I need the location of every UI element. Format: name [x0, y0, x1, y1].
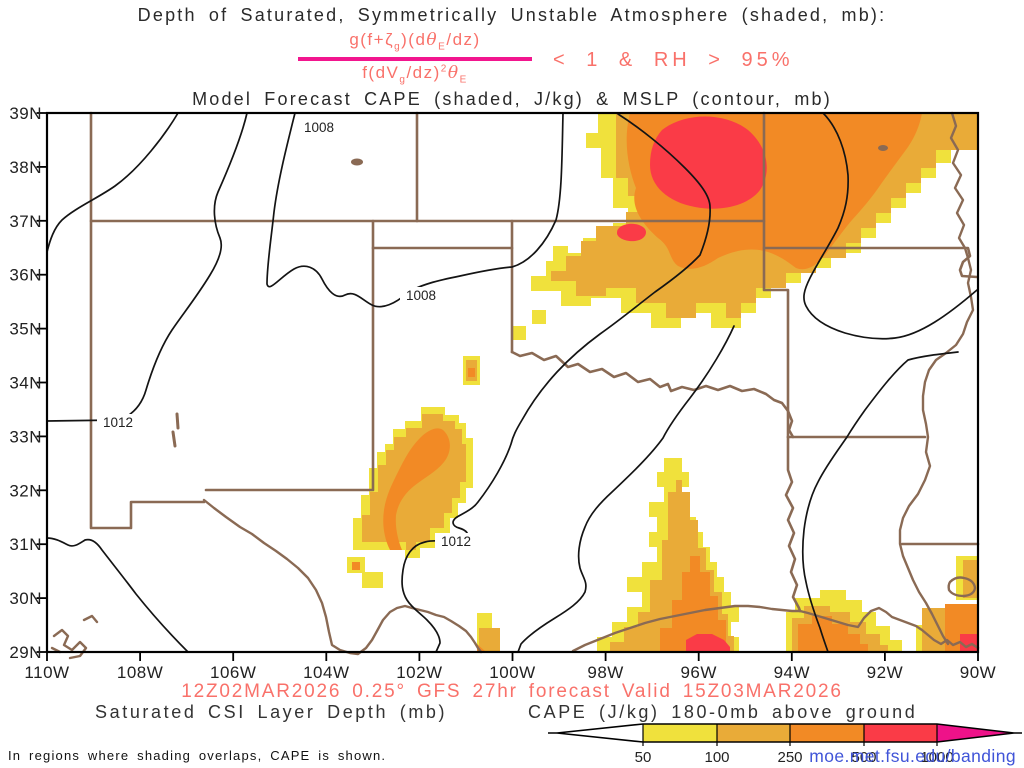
lat-tick-label: 33N: [9, 427, 42, 446]
cape-legend-title: CAPE (J/kg) 180-0mb above ground: [528, 702, 918, 722]
lon-tick-label: 98W: [587, 663, 623, 682]
mslp-contours: [46, 112, 978, 653]
colorbar-value: 50: [635, 749, 652, 766]
lat-tick-label: 31N: [9, 535, 42, 554]
lat-tick-label: 34N: [9, 374, 42, 393]
contour-value-label: 1012: [441, 534, 471, 549]
rio-grande-river: [202, 498, 483, 656]
lat-tick-label: 35N: [9, 320, 42, 339]
contour-labels: 1008 1008 1012 1012: [97, 119, 477, 549]
lon-tick-label: 92W: [867, 663, 903, 682]
page-title: Depth of Saturated, Symmetrically Unstab…: [137, 5, 887, 25]
gulf-coastline: [571, 604, 980, 653]
formula-numerator: g(f+ζg)(dθE/dz): [349, 30, 481, 53]
nm-rio-grande-segments: [171, 412, 180, 448]
reservoir: [351, 158, 363, 166]
map-subtitle: Model Forecast CAPE (shaded, J/kg) & MSL…: [192, 89, 832, 109]
formula-denominator: f(dVg/dz)2θE: [362, 63, 468, 86]
longitude-axis: 110W 108W 106W 104W 102W 100W 98W 96W 94W 92W 90W: [24, 652, 996, 682]
lon-tick-label: 96W: [680, 663, 716, 682]
contour-value-label: 1008: [406, 288, 436, 303]
colorbar-value: 1000: [920, 749, 953, 766]
forecast-init-valid-text: 12Z02MAR2026 0.25° GFS 27hr forecast Val…: [181, 681, 843, 702]
lat-tick-label: 38N: [9, 158, 42, 177]
lon-tick-label: 104W: [303, 663, 349, 682]
reservoir: [878, 145, 888, 151]
formula-condition: < 1 & RH > 95%: [553, 49, 794, 71]
state-borders: [89, 111, 980, 613]
fraction-bar: [298, 57, 532, 61]
overlap-note: In regions where shading overlaps, CAPE …: [8, 748, 387, 763]
mississippi-river: [898, 111, 975, 646]
lon-tick-label: 106W: [210, 663, 256, 682]
csi-legend-title: Saturated CSI Layer Depth (mb): [95, 702, 448, 722]
lon-tick-label: 110W: [24, 663, 69, 682]
colorbar-value: 250: [777, 749, 802, 766]
colorbar-value: 100: [704, 749, 729, 766]
contour-value-label: 1008: [304, 120, 334, 135]
lat-tick-label: 37N: [9, 212, 42, 231]
lon-tick-label: 108W: [117, 663, 163, 682]
lat-tick-label: 36N: [9, 266, 42, 285]
cape-colorbar: 50 100 250 500 1000: [548, 723, 1022, 766]
lon-tick-label: 90W: [960, 663, 996, 682]
lon-tick-label: 94W: [774, 663, 810, 682]
contour-value-label: 1012: [103, 415, 133, 430]
lat-tick-label: 39N: [9, 104, 42, 123]
rivers-coastline: [50, 111, 980, 660]
colorbar-value: 500: [851, 749, 876, 766]
shaded-regions: [347, 113, 978, 652]
lon-tick-label: 100W: [489, 663, 535, 682]
colorbar-values: 50 100 250 500 1000: [635, 749, 954, 766]
lake-pontchartrain: [947, 576, 977, 598]
latitude-axis: 39N 38N 37N 36N 35N 34N 33N 32N 31N 30N 29N: [9, 104, 47, 662]
lat-tick-label: 32N: [9, 481, 42, 500]
lat-tick-label: 29N: [9, 643, 42, 662]
lat-tick-label: 30N: [9, 589, 42, 608]
website-link[interactable]: moe.met.fsu.edu/banding: [809, 746, 1016, 766]
lon-tick-label: 102W: [396, 663, 442, 682]
